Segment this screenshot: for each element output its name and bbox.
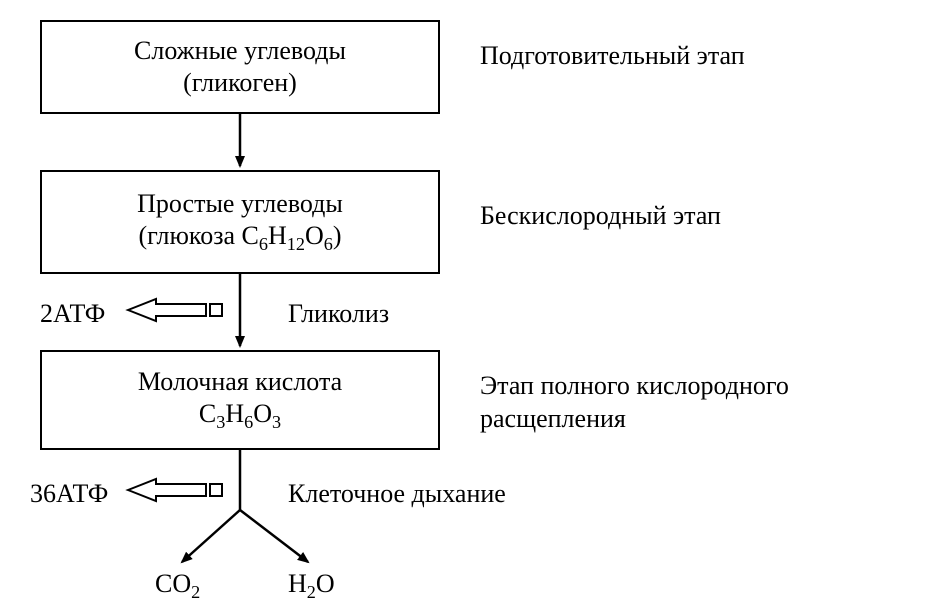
stage-label-line: Этап полного кислородного (480, 370, 789, 403)
diagram-canvas: Сложные углеводы (гликоген) Простые угле… (0, 0, 940, 605)
process-label-respiration: Клеточное дыхание (288, 478, 506, 511)
arrow-a3b (182, 510, 240, 562)
stage-label-anaerobic: Бескислородный этап (480, 200, 721, 233)
node-text: Простые углеводы (137, 188, 343, 221)
product-co2: CO2 (155, 568, 200, 604)
atp-label-2: 2АТФ (40, 298, 105, 331)
node-simple-carbs: Простые углеводы (глюкоза C6H12O6) (40, 170, 440, 274)
node-text: (гликоген) (183, 67, 297, 100)
node-text: C3H6O3 (199, 398, 281, 434)
node-text: Сложные углеводы (134, 35, 346, 68)
node-text: (глюкоза C6H12O6) (139, 220, 342, 256)
hollow-arrow-h2 (128, 479, 222, 501)
node-lactic-acid: Молочная кислота C3H6O3 (40, 350, 440, 450)
hollow-arrow-h1 (128, 299, 222, 321)
arrow-a3c (240, 510, 308, 562)
stage-label-oxidative: Этап полного кислородного расщепления (480, 370, 789, 435)
node-text: Молочная кислота (138, 366, 342, 399)
atp-label-36: 36АТФ (30, 478, 108, 511)
stage-label-prep: Подготовительный этап (480, 40, 745, 73)
stage-label-line: расщепления (480, 403, 789, 436)
product-h2o: H2O (288, 568, 335, 604)
node-complex-carbs: Сложные углеводы (гликоген) (40, 20, 440, 114)
process-label-glycolysis: Гликолиз (288, 298, 389, 331)
